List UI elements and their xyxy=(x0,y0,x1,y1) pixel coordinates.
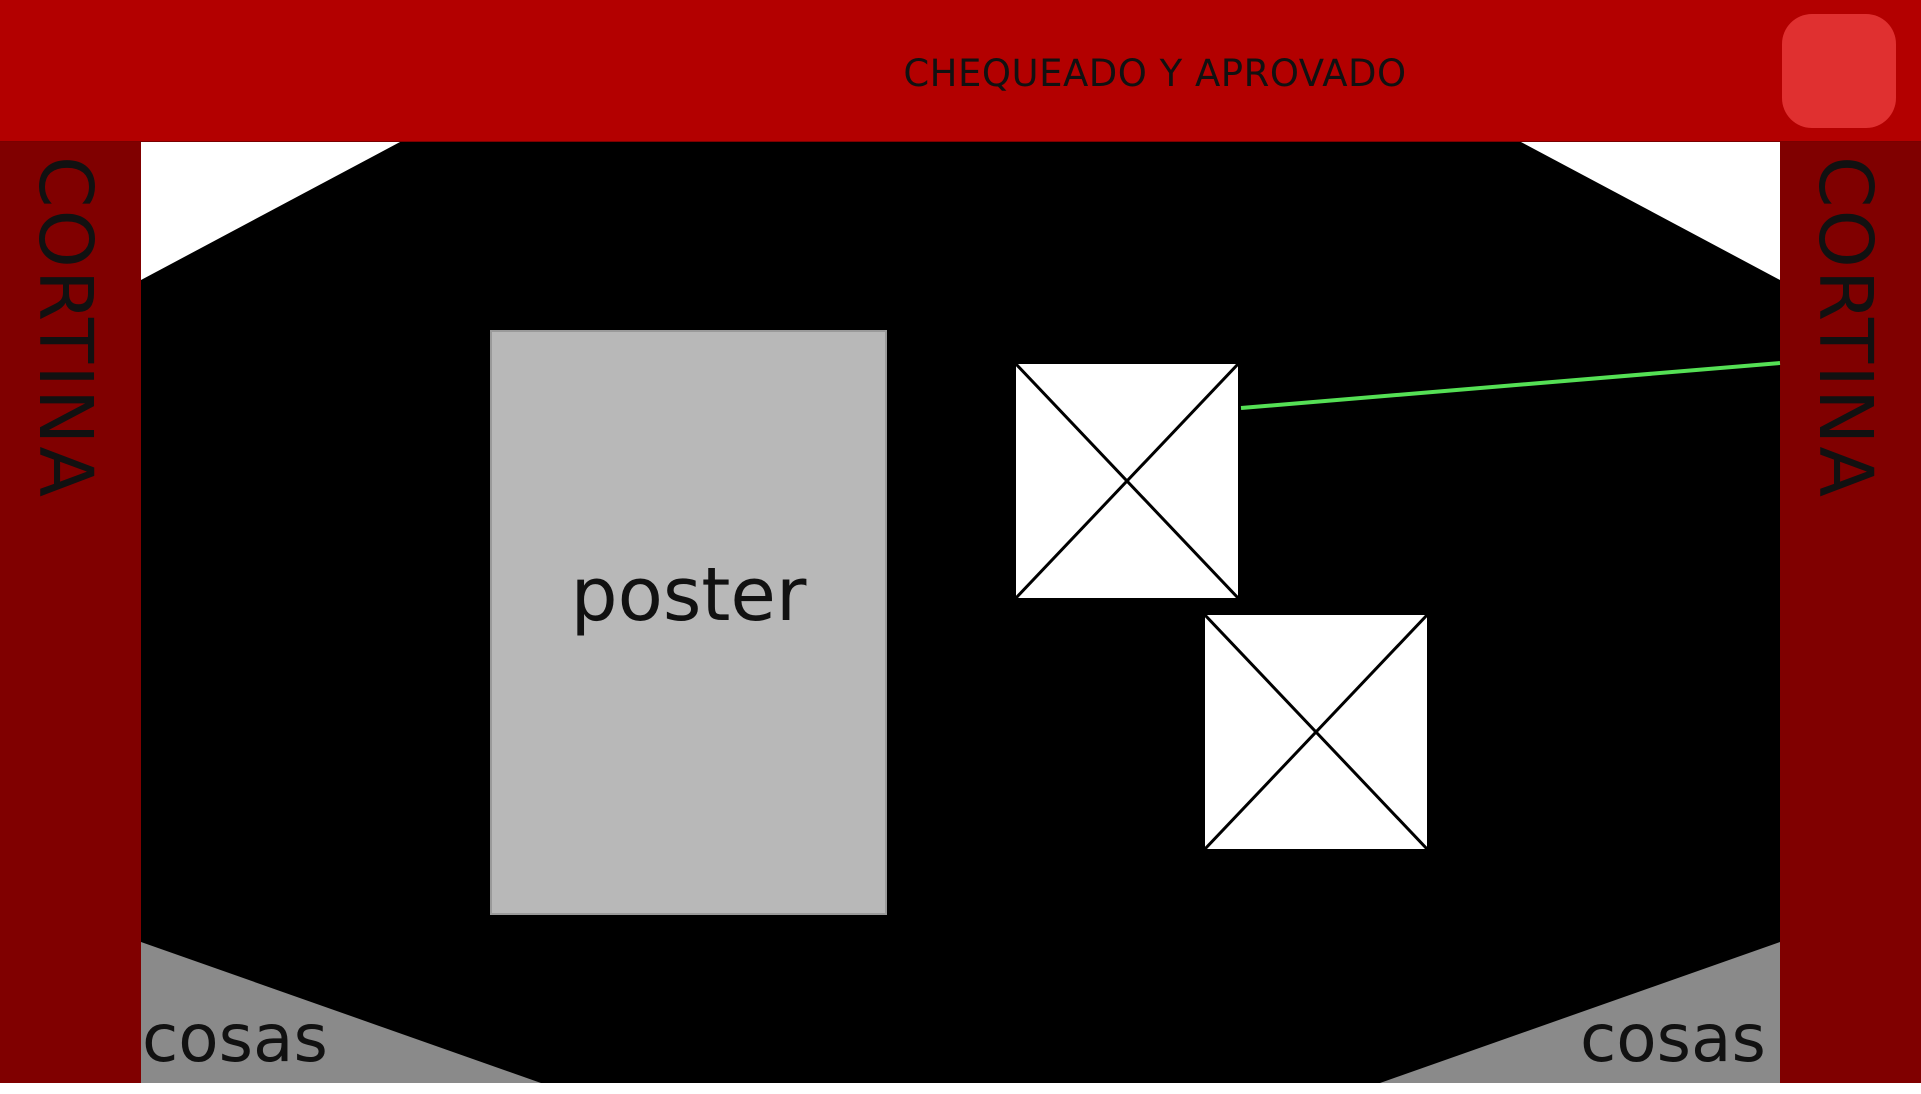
right-curtain-label: CORTINA xyxy=(1802,156,1888,499)
stage-floor xyxy=(141,142,1780,1083)
banner-title: CHEQUEADO Y APROVADO xyxy=(903,52,1407,95)
banner-button[interactable] xyxy=(1782,14,1896,128)
stage xyxy=(141,142,1780,1083)
stage-shape xyxy=(141,142,1780,1083)
poster-label: poster xyxy=(570,552,807,638)
poster[interactable]: poster xyxy=(490,330,887,915)
floor-label-right: cosas xyxy=(1580,1000,1766,1077)
image-placeholder-2[interactable] xyxy=(1202,612,1430,852)
floor-label-left: cosas xyxy=(142,1000,328,1077)
image-placeholder-icon xyxy=(1202,612,1430,852)
image-placeholder-1[interactable] xyxy=(1013,361,1241,601)
floor-corner-left xyxy=(141,942,541,1083)
top-banner xyxy=(0,0,1921,142)
right-curtain xyxy=(1780,142,1921,1083)
left-curtain-label: CORTINA xyxy=(22,156,108,499)
image-placeholder-icon xyxy=(1013,361,1241,601)
right-curtain-label-wrap: CORTINA xyxy=(1780,142,1921,1083)
left-curtain xyxy=(0,142,141,1083)
floor-corner-right xyxy=(1380,942,1780,1083)
left-curtain-label-wrap: CORTINA xyxy=(0,142,141,1083)
